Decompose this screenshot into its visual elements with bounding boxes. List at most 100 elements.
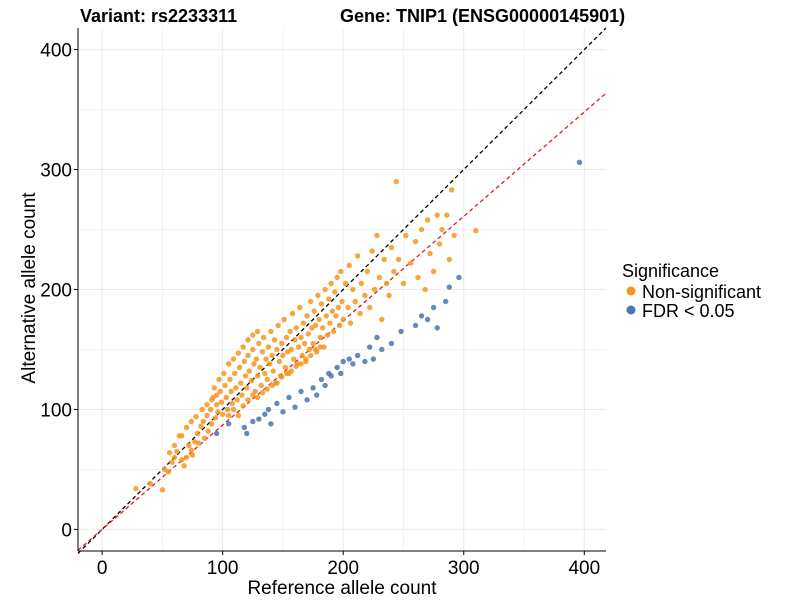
point-non-significant [283,370,290,377]
point-non-significant [383,280,390,287]
point-non-significant [289,310,296,317]
point-non-significant [408,260,414,266]
legend-label-non-significant: Non-significant [642,282,761,302]
point-non-significant [354,253,361,259]
point-fdr [256,416,262,422]
point-non-significant [171,454,178,461]
point-non-significant [342,280,349,287]
point-non-significant [333,313,339,319]
point-non-significant [448,187,455,193]
point-non-significant [233,385,239,391]
y-tick-label: 400 [40,41,72,62]
point-non-significant [209,397,215,403]
point-fdr [213,430,220,437]
reference-line-identity [77,27,607,554]
x-tick-label: 0 [97,558,108,579]
point-non-significant [297,304,303,311]
point-fdr [262,411,268,417]
point-non-significant [298,361,304,367]
y-tick-label: 100 [40,400,72,421]
point-non-significant [340,316,346,323]
point-non-significant [422,286,428,293]
point-non-significant [288,346,295,353]
point-non-significant [246,368,252,374]
point-non-significant [292,337,298,343]
point-non-significant [229,400,236,407]
point-non-significant [316,316,322,323]
point-non-significant [240,344,246,350]
point-non-significant [473,228,479,234]
point-non-significant [200,418,207,425]
point-non-significant [418,226,425,233]
point-fdr [362,358,368,365]
y-axis-title: Alternative allele count [19,192,40,384]
point-non-significant [334,274,340,281]
point-non-significant [291,356,297,362]
point-non-significant [307,352,314,359]
point-non-significant [205,428,211,434]
point-non-significant [281,316,287,323]
point-fdr [244,430,250,437]
point-non-significant [279,374,285,380]
point-fdr [446,284,452,290]
point-non-significant [306,346,313,353]
point-non-significant [254,373,261,379]
x-tick-label: 200 [327,558,359,579]
y-tick-label: 200 [40,281,72,302]
point-fdr [328,373,334,379]
point-fdr [430,304,437,311]
point-non-significant [339,298,345,305]
point-non-significant [257,364,263,371]
point-non-significant [412,238,419,245]
point-non-significant [305,331,311,337]
point-non-significant [225,361,232,367]
point-non-significant [299,352,305,359]
point-non-significant [147,481,154,487]
point-non-significant [415,274,421,281]
point-fdr [442,298,449,305]
point-fdr [412,322,419,329]
point-fdr [298,388,304,395]
x-tick-label: 100 [207,558,239,579]
point-fdr [370,356,377,362]
legend-label-fdr: FDR < 0.05 [642,301,735,321]
point-fdr [350,361,356,367]
point-non-significant [254,394,261,401]
point-non-significant [216,376,222,383]
point-non-significant [174,448,180,455]
point-non-significant [181,463,187,469]
point-non-significant [222,382,228,389]
point-non-significant [199,406,205,413]
point-non-significant [328,280,334,287]
point-fdr [265,406,272,413]
title-gene: Gene: TNIP1 (ENSG00000145901) [340,6,625,26]
point-non-significant [446,256,452,263]
point-non-significant [391,268,397,275]
point-non-significant [451,232,457,239]
point-non-significant [362,292,368,299]
point-non-significant [303,356,309,362]
point-non-significant [386,292,392,299]
point-fdr [318,376,325,383]
point-non-significant [269,382,275,389]
point-non-significant [188,418,195,425]
point-non-significant [198,423,204,429]
point-non-significant [219,411,226,417]
legend-key-non-significant [626,286,636,296]
point-non-significant [350,286,356,293]
point-non-significant [217,388,223,395]
point-non-significant [250,346,256,353]
point-non-significant [240,403,246,409]
point-non-significant [371,286,378,293]
point-non-significant [159,487,166,493]
point-non-significant [323,313,330,319]
point-fdr [338,370,344,377]
point-fdr [456,274,462,281]
point-non-significant [183,424,190,431]
point-non-significant [293,363,299,369]
point-non-significant [264,386,270,392]
point-non-significant [186,442,192,449]
point-non-significant [312,346,319,353]
point-non-significant [282,364,289,371]
point-non-significant [209,421,215,427]
